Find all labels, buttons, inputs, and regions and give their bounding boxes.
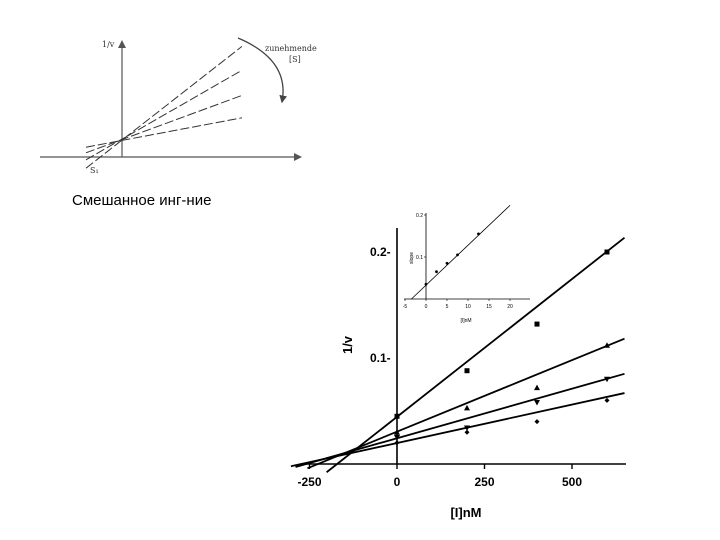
schematic-line-3: [85, 94, 243, 154]
main-data-point: [394, 440, 400, 446]
main-points: [394, 249, 610, 446]
inset-lines: [411, 205, 511, 300]
inset-y-tick-label: 0.2: [416, 213, 423, 219]
schematic-lines: [85, 46, 243, 169]
inset-y-tick-label: 0.1: [416, 255, 423, 261]
inset-x-tick-label: 0: [425, 304, 428, 310]
main-y-label: 1/v: [340, 335, 355, 354]
schematic-y-label: 1/v: [102, 40, 115, 49]
main-data-point: [534, 400, 540, 406]
main-data-point: [464, 429, 470, 435]
main-data-point: [534, 321, 540, 327]
inset-fit-line: [411, 205, 511, 300]
main-fit-line-4: [290, 392, 625, 468]
schematic-arrow-label-2: [S]: [289, 55, 301, 64]
main-data-point: [394, 413, 400, 419]
schematic-curved-arrow: [237, 37, 288, 104]
main-lines: [290, 236, 626, 473]
schematic-x-point-label: S₁: [90, 166, 99, 175]
schematic-line-1: [85, 46, 243, 169]
main-data-point: [604, 342, 610, 348]
inset-data-point: [445, 261, 449, 265]
main-data-point: [604, 376, 610, 383]
inset-x-tick-label: 5: [446, 304, 449, 310]
main-data-point: [464, 425, 470, 431]
main-x-label: [I]nM: [450, 505, 481, 520]
inset-data-point: [477, 232, 480, 236]
inset-data-point: [435, 270, 438, 274]
main-chart: 1/v [I]nM -250 0 250 500 0.1- 0.2-: [290, 228, 626, 520]
schematic-line-2: [85, 69, 243, 161]
main-x-tick-label: -250: [297, 475, 321, 489]
schematic-line-4: [85, 117, 243, 148]
schematic-arrow-label-1: zunehmende: [265, 44, 317, 53]
chart-caption: Смешанное инг-ние: [72, 192, 212, 209]
inset-data-point: [424, 282, 428, 286]
schematic-chart: 1/v S₁ zunehmende [S]: [40, 37, 317, 175]
inset-x-label: [I]nM: [460, 318, 471, 324]
inset-chart: slope [I]nM -5 0 5 10 15 20 0.1 0.2: [403, 205, 530, 324]
main-data-point: [464, 368, 470, 374]
inset-y-label: slope: [409, 252, 415, 264]
inset-x-tick-label: 15: [486, 304, 492, 310]
main-fit-line-3: [295, 372, 625, 468]
inset-data-point: [456, 253, 459, 257]
main-fit-line-2: [307, 337, 625, 470]
main-data-point: [394, 435, 400, 441]
main-data-point: [604, 249, 610, 255]
inset-x-tick-label: -5: [403, 304, 408, 310]
main-data-point: [604, 397, 610, 403]
main-data-point: [394, 429, 400, 435]
main-y-tick-label: 0.1-: [370, 351, 391, 365]
main-data-point: [534, 384, 540, 391]
main-y-tick-label: 0.2-: [370, 245, 391, 259]
main-x-tick-label: 250: [474, 475, 494, 489]
main-ticks: -250 0 250 500 0.1- 0.2-: [297, 245, 582, 489]
schematic-y-arrow-icon: [118, 40, 126, 48]
main-data-point: [534, 419, 540, 425]
inset-ticks: -5 0 5 10 15 20 0.1 0.2: [403, 213, 513, 310]
main-data-point: [464, 404, 470, 411]
inset-x-tick-label: 10: [465, 304, 471, 310]
main-x-tick-label: 0: [394, 475, 401, 489]
main-fit-line-1: [326, 236, 626, 473]
main-x-tick-label: 500: [562, 475, 582, 489]
inset-x-tick-label: 20: [507, 304, 513, 310]
inset-points: [424, 232, 480, 286]
schematic-x-arrow-icon: [294, 153, 302, 161]
